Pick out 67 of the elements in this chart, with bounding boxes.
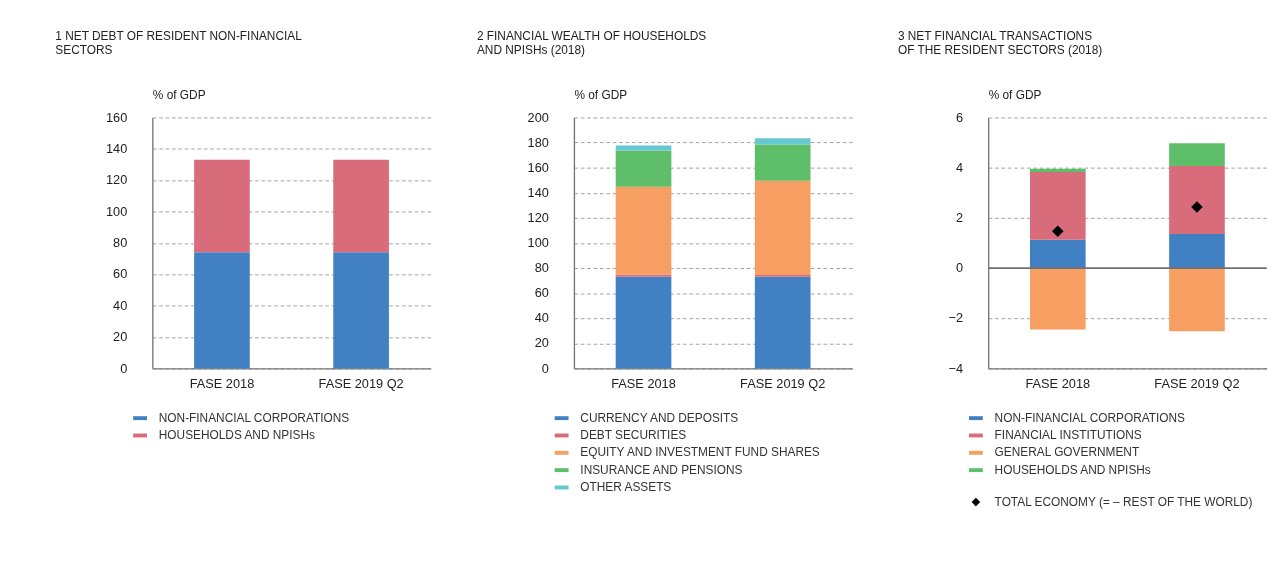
- y-tick-label: 200: [527, 109, 549, 125]
- bar: [615, 150, 672, 187]
- bar: [615, 274, 672, 277]
- bar: [615, 186, 672, 275]
- y-tick-label: 0: [956, 260, 964, 276]
- y-tick-label: 80: [534, 260, 549, 276]
- y-tick-label: 40: [113, 297, 128, 313]
- y-tick-label: 100: [105, 203, 128, 219]
- bar: [754, 144, 811, 181]
- y-axis-title: % of GDP: [152, 87, 206, 102]
- bar: [1029, 171, 1086, 240]
- legend-label: TOTAL ECONOMY (= – REST OF THE WORLD): [994, 494, 1253, 509]
- y-tick-label: 100: [527, 235, 549, 251]
- bar: [1029, 239, 1086, 269]
- y-tick-label: 0: [120, 360, 128, 376]
- x-tick-label: FASE 2018: [189, 376, 255, 392]
- y-tick-label: 120: [527, 209, 549, 225]
- y-tick-label: −2: [948, 310, 964, 326]
- legend-label: OTHER ASSETS: [580, 480, 672, 495]
- chart-title: 2 FINANCIAL WEALTH OF HOUSEHOLDS AND NPISHs (2018): [476, 28, 707, 57]
- x-tick-label: FASE 2019 Q2: [740, 376, 826, 392]
- y-tick-label: 6: [956, 109, 964, 125]
- bar: [754, 180, 811, 275]
- legend-label: CURRENCY AND DEPOSITS: [580, 410, 739, 425]
- bar: [1169, 268, 1225, 332]
- bar: [615, 276, 672, 369]
- legend-label: EQUITY AND INVESTMENT FUND SHARES: [580, 445, 820, 460]
- y-tick-label: 160: [105, 109, 128, 125]
- legend-label: DEBT SECURITIES: [580, 428, 687, 443]
- legend-label: HOUSEHOLDS AND NPISHs: [994, 462, 1151, 477]
- legend-label: FINANCIAL INSTITUTIONS: [994, 428, 1142, 443]
- y-tick-label: 20: [534, 335, 549, 351]
- legend-label: NON-FINANCIAL CORPORATIONS: [158, 410, 350, 425]
- bar: [615, 145, 672, 151]
- y-tick-label: 140: [105, 140, 128, 156]
- y-tick-label: 80: [113, 235, 128, 251]
- bar: [1169, 233, 1225, 269]
- legend-label: HOUSEHOLDS AND NPISHs: [158, 428, 316, 443]
- legend-label: NON-FINANCIAL CORPORATIONS: [994, 410, 1186, 425]
- y-tick-label: 140: [527, 184, 549, 200]
- y-tick-label: 2: [956, 209, 964, 225]
- legend-label: INSURANCE AND PENSIONS: [580, 462, 743, 477]
- y-tick-label: 120: [105, 172, 128, 188]
- y-tick-label: 0: [541, 360, 549, 376]
- chart-title: 3 NET FINANCIAL TRANSACTIONS OF THE RESIDENT SECTORS (2018): [897, 28, 1103, 57]
- y-axis-title: % of GDP: [988, 87, 1042, 102]
- y-tick-label: 60: [534, 285, 549, 301]
- y-tick-label: −4: [948, 360, 964, 376]
- bar: [1029, 168, 1086, 172]
- bar: [1169, 165, 1225, 234]
- bar: [1169, 143, 1225, 166]
- chart-title: 1 NET DEBT OF RESIDENT NON-FINANCIAL SECTORS: [55, 28, 303, 57]
- y-tick-label: 20: [113, 329, 128, 345]
- x-tick-label: FASE 2019 Q2: [318, 376, 404, 392]
- y-tick-label: 160: [527, 159, 549, 175]
- y-tick-label: 60: [113, 266, 128, 282]
- bar: [754, 138, 811, 145]
- y-tick-label: 4: [956, 159, 964, 175]
- x-tick-label: FASE 2018: [611, 376, 676, 392]
- x-tick-label: FASE 2018: [1025, 376, 1091, 392]
- x-tick-label: FASE 2019 Q2: [1154, 376, 1240, 392]
- y-tick-label: 40: [534, 310, 549, 326]
- legend-label: GENERAL GOVERNMENT: [994, 445, 1140, 460]
- bar: [1029, 268, 1086, 330]
- y-tick-label: 180: [527, 134, 549, 150]
- bar: [754, 276, 811, 369]
- y-axis-title: % of GDP: [574, 87, 628, 102]
